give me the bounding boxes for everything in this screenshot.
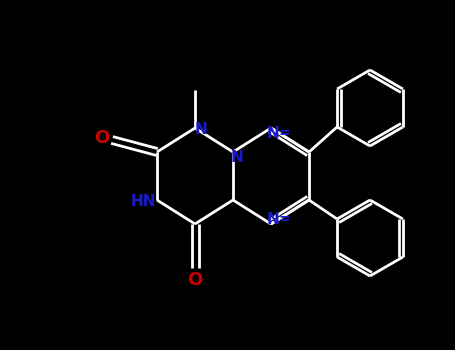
Text: N: N [231, 149, 243, 164]
Text: N: N [267, 126, 279, 140]
Text: O: O [187, 271, 202, 289]
Text: HN: HN [130, 195, 156, 210]
Text: N: N [195, 122, 207, 138]
Text: O: O [94, 129, 110, 147]
Text: =: = [278, 126, 290, 140]
Text: N: N [267, 211, 279, 226]
Text: =: = [278, 212, 290, 226]
